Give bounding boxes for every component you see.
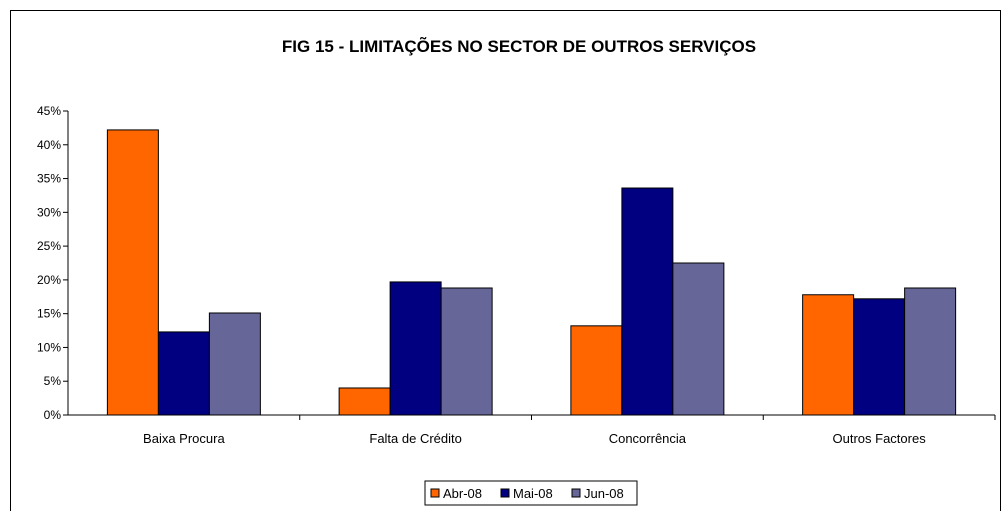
x-tick-label: Outros Factores bbox=[833, 431, 927, 446]
bar-mai-08 bbox=[621, 187, 674, 416]
bar-mai-08 bbox=[389, 281, 442, 416]
legend-box bbox=[424, 480, 638, 506]
bar-abr-08 bbox=[570, 325, 623, 416]
plot-area: 0% 5% 10% 15% 20% 25% 30% 35% 40% 45% Baixa Procur… bbox=[37, 104, 996, 446]
legend-swatch bbox=[500, 488, 510, 498]
legend-label: Mai-08 bbox=[513, 486, 553, 501]
legend-swatch bbox=[571, 488, 581, 498]
bar-mai-08 bbox=[157, 331, 210, 416]
y-tick-label: 10% bbox=[37, 340, 61, 354]
y-tick-label: 25% bbox=[37, 239, 61, 253]
chart-title: FIG 15 - LIMITAÇÕES NO SECTOR DE OUTROS … bbox=[282, 36, 756, 56]
bar-jun-08 bbox=[440, 287, 493, 416]
bar-jun-08 bbox=[672, 262, 725, 416]
y-tick-label: 5% bbox=[44, 374, 62, 388]
legend: Abr-08 Mai-08 Jun-08 bbox=[424, 480, 638, 506]
y-tick-label: 30% bbox=[37, 205, 61, 219]
chart-border bbox=[10, 10, 1001, 516]
y-tick-label: 35% bbox=[37, 172, 61, 186]
bar-jun-08 bbox=[904, 287, 957, 416]
y-tick-label: 45% bbox=[37, 104, 61, 118]
y-tick-label: 0% bbox=[44, 408, 62, 422]
bar-mai-08 bbox=[853, 298, 906, 416]
y-tick-label: 15% bbox=[37, 307, 61, 321]
legend-swatch bbox=[430, 488, 440, 498]
legend-label: Abr-08 bbox=[443, 486, 482, 501]
bar-abr-08 bbox=[338, 387, 391, 416]
x-tick-label: Falta de Crédito bbox=[369, 431, 462, 446]
bar-abr-08 bbox=[802, 294, 855, 416]
legend-label: Jun-08 bbox=[584, 486, 624, 501]
y-tick-label: 40% bbox=[37, 138, 61, 152]
x-tick-label: Baixa Procura bbox=[143, 431, 225, 446]
y-tick-label: 20% bbox=[37, 273, 61, 287]
bar-abr-08 bbox=[106, 129, 159, 416]
bar-jun-08 bbox=[208, 312, 261, 416]
x-tick-label: Concorrência bbox=[609, 431, 687, 446]
